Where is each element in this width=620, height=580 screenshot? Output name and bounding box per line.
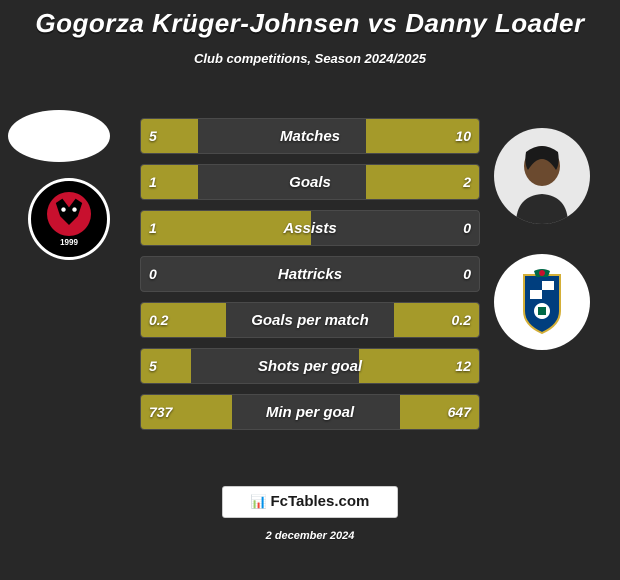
club-left-badge: 1999 [28, 178, 110, 260]
stat-row: 510Matches [140, 118, 480, 154]
stats-container: 510Matches 12Goals 10Assists 00Hattricks 0.2… [140, 118, 480, 440]
stat-row: 0.20.2Goals per match [140, 302, 480, 338]
stat-label: Assists [141, 211, 479, 245]
stat-row: 512Shots per goal [140, 348, 480, 384]
brand-label: FcTables.com [270, 493, 369, 510]
brand-box: 📊 FcTables.com [222, 486, 399, 518]
player-left-avatar [8, 110, 110, 162]
stat-label: Goals per match [141, 303, 479, 337]
footer: 📊 FcTables.com 2 december 2024 [0, 486, 620, 542]
stat-row: 10Assists [140, 210, 480, 246]
chart-icon: 📊 [251, 494, 271, 509]
wolf-head-icon [47, 192, 91, 236]
midtjylland-icon [47, 192, 91, 236]
person-silhouette-icon [502, 136, 582, 224]
stat-label: Min per goal [141, 395, 479, 429]
date-label: 2 december 2024 [0, 530, 620, 542]
stat-row: 00Hattricks [140, 256, 480, 292]
stat-row: 737647Min per goal [140, 394, 480, 430]
player-right-avatar [494, 128, 590, 224]
stat-label: Shots per goal [141, 349, 479, 383]
stat-label: Hattricks [141, 257, 479, 291]
stat-row: 12Goals [140, 164, 480, 200]
club-right-badge [494, 254, 590, 350]
comparison-title: Gogorza Krüger-Johnsen vs Danny Loader [0, 0, 620, 39]
stat-label: Matches [141, 119, 479, 153]
club-left-year: 1999 [60, 238, 78, 247]
season-subtitle: Club competitions, Season 2024/2025 [0, 51, 620, 66]
porto-crest-icon [514, 267, 570, 337]
stat-label: Goals [141, 165, 479, 199]
